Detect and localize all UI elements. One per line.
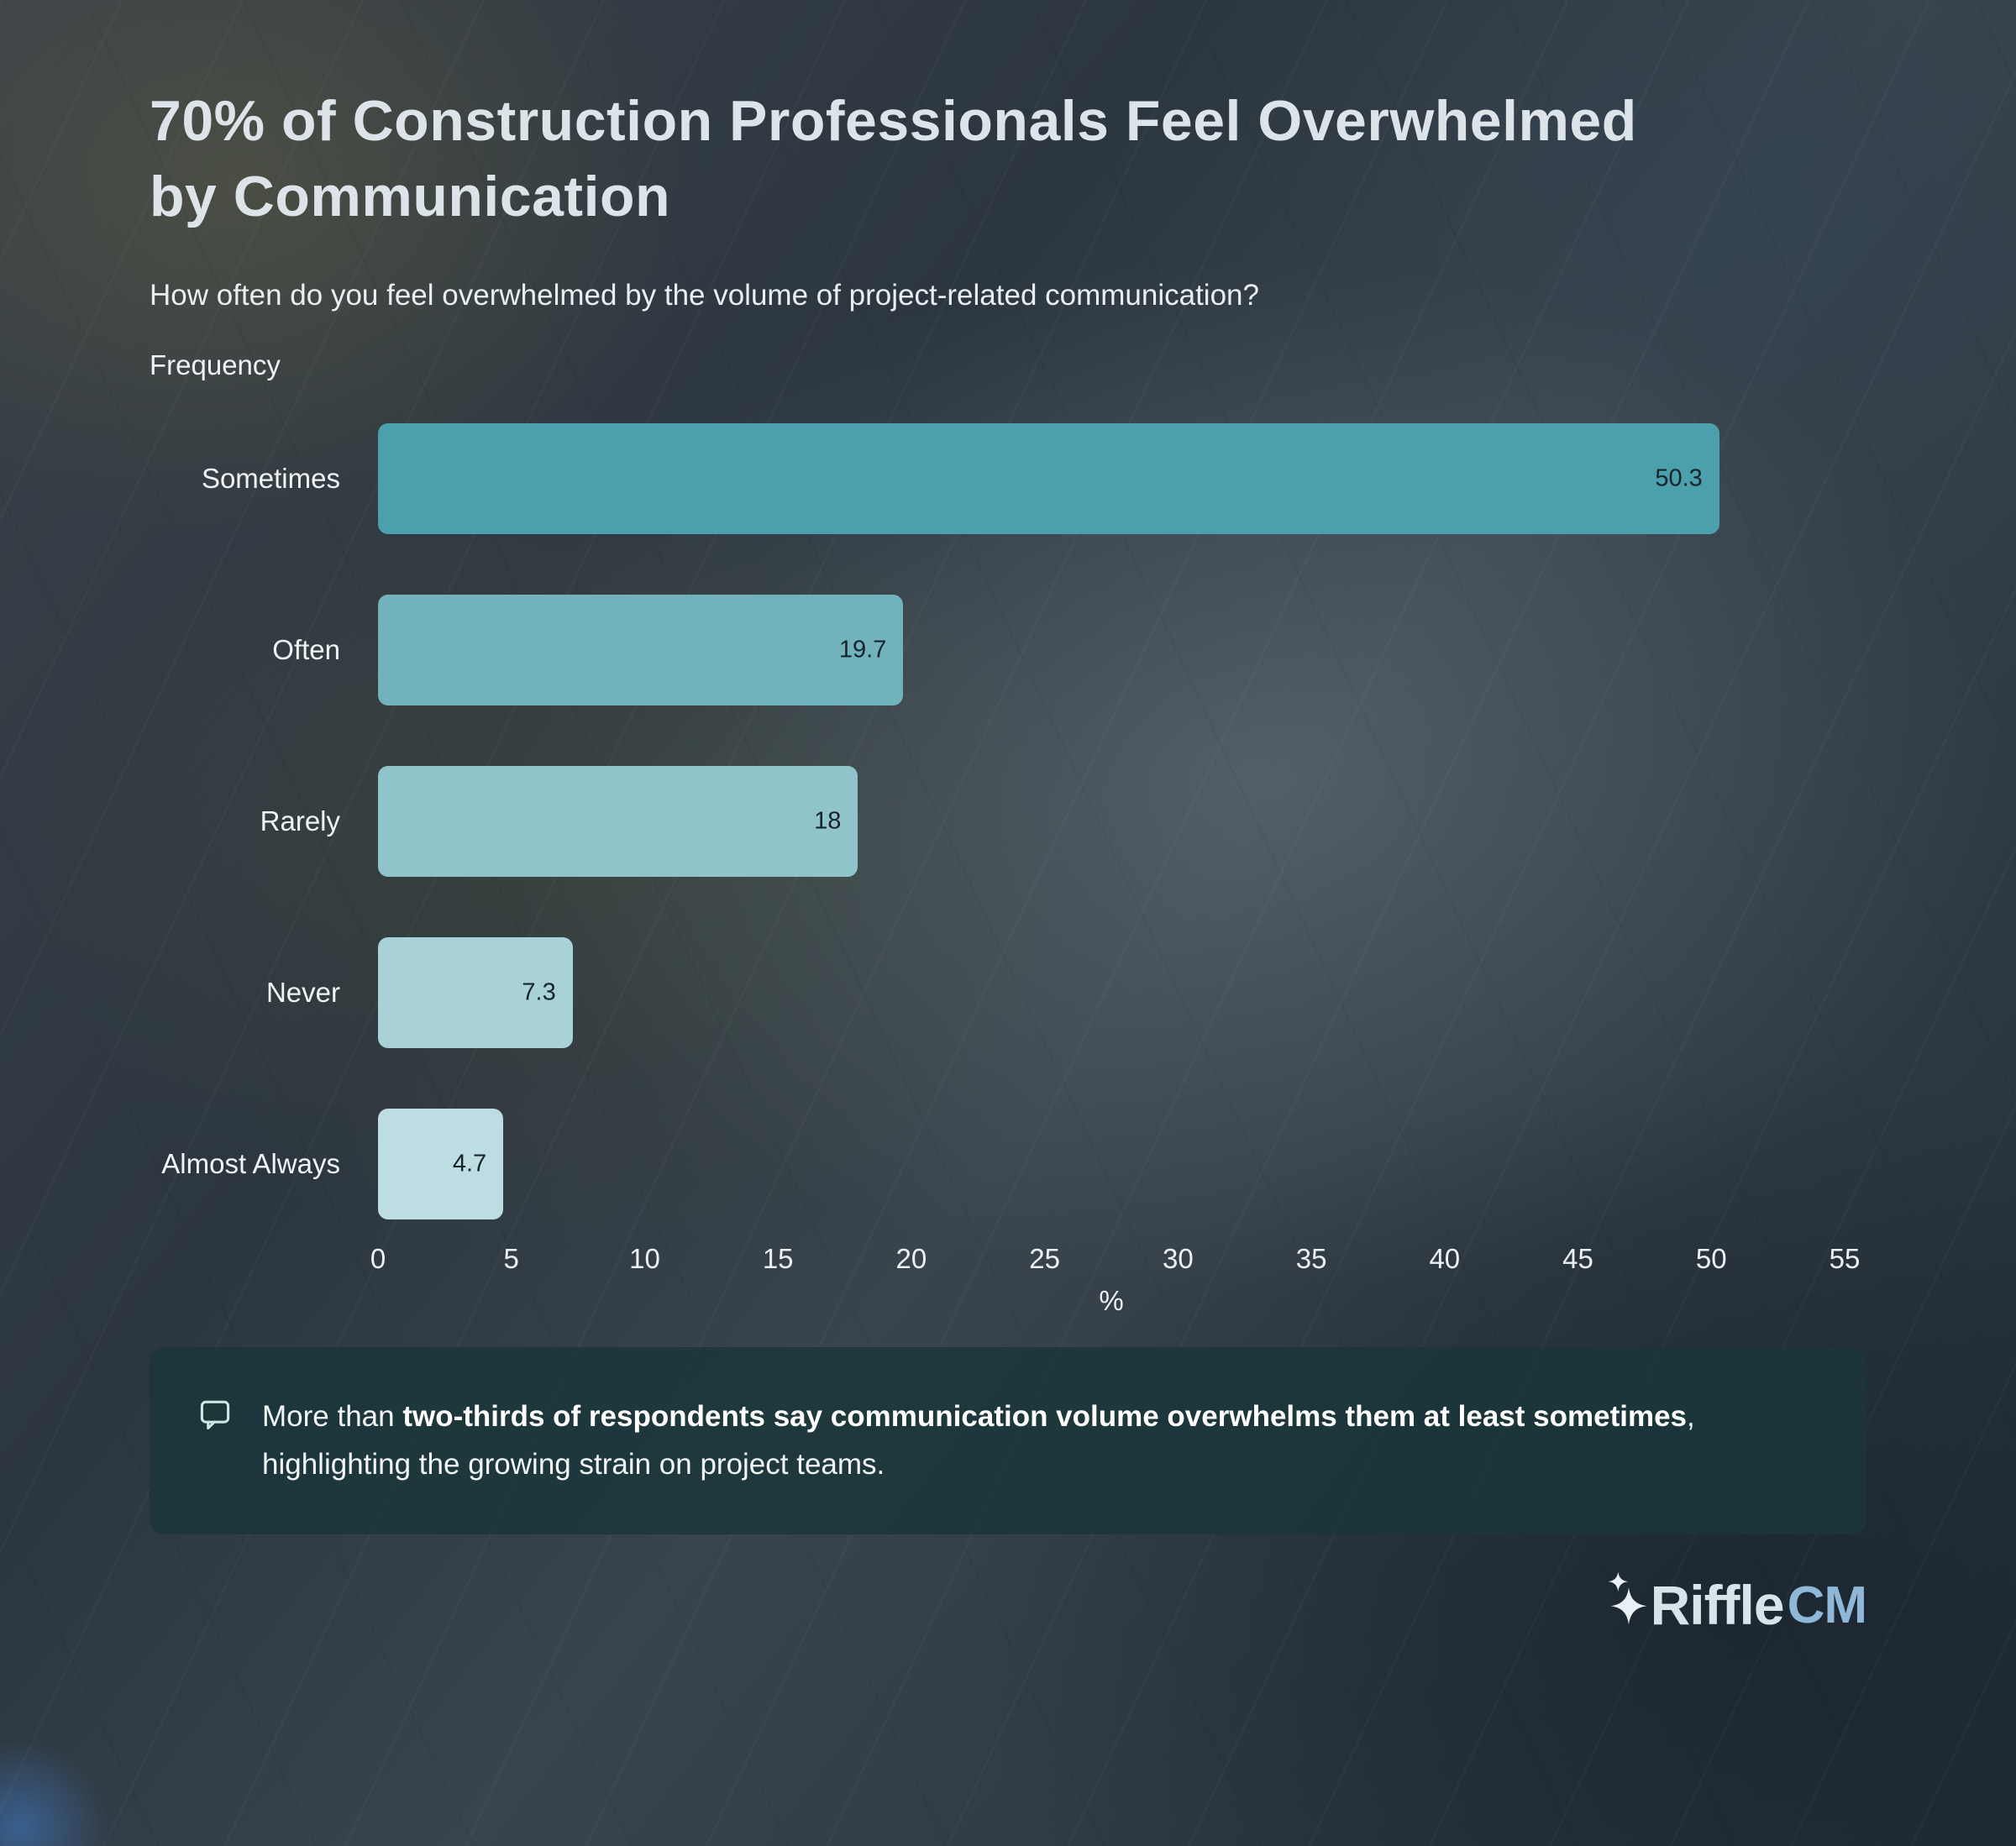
callout: More than two-thirds of respondents say …	[150, 1346, 1866, 1534]
x-axis-ticks: 0 5 10 15 20 25 30 35 40 45 50 55	[370, 1242, 1861, 1278]
logo: Riffle CM	[150, 1571, 1867, 1637]
x-tick-label: 55	[1829, 1242, 1861, 1274]
x-tick-label: 25	[1029, 1242, 1060, 1274]
callout-bold: two-thirds of respondents say communicat…	[402, 1399, 1688, 1433]
page-title: 70% of Construction Professionals Feel O…	[150, 89, 1637, 228]
bar-chart: Sometimes 50.3 Often 19.7 Rarely 18 Never 7.3 Al…	[150, 422, 1866, 1317]
bar-value-label: 4.7	[452, 1150, 487, 1177]
bar-row: Sometimes 50.3	[150, 422, 1866, 534]
callout-suffix: , highlighting the growing strain on pro…	[262, 1399, 1695, 1482]
callout-prefix: More than	[262, 1399, 403, 1433]
x-tick-label: 20	[895, 1242, 927, 1274]
x-tick-label: 30	[1163, 1242, 1194, 1274]
bar-track: 19.7	[378, 594, 1845, 705]
logo-word: Riffle	[1650, 1574, 1785, 1636]
bar-value-label: 50.3	[1655, 464, 1703, 491]
bar-row: Often 19.7	[150, 594, 1866, 705]
bar-row: Almost Always 4.7	[150, 1108, 1866, 1219]
bar: 50.3	[378, 422, 1719, 534]
bar-track: 4.7	[378, 1108, 1845, 1219]
bar: 4.7	[378, 1108, 504, 1219]
bar-value-label: 19.7	[838, 636, 887, 663]
x-tick-label: 5	[503, 1242, 519, 1274]
bar-rows: Sometimes 50.3 Often 19.7 Rarely 18 Never 7.3 Al…	[150, 422, 1866, 1219]
x-tick-label: 0	[370, 1242, 386, 1274]
category-label: Almost Always	[161, 1147, 340, 1179]
x-tick-label: 15	[762, 1242, 794, 1274]
category-label: Sometimes	[201, 462, 340, 494]
bar-track: 7.3	[378, 936, 1845, 1048]
bar-value-label: 18	[814, 807, 842, 834]
x-tick-label: 40	[1429, 1242, 1461, 1274]
bar-track: 50.3	[378, 422, 1845, 534]
logo-suffix: CM	[1787, 1576, 1867, 1634]
x-axis: 0 5 10 15 20 25 30 35 40 45 50 55 %	[150, 1243, 1866, 1317]
sparkle-icon	[1602, 1567, 1656, 1631]
infographic: 70% of Construction Professionals Feel O…	[150, 89, 1867, 1637]
bar: 18	[378, 765, 858, 877]
callout-text: More than two-thirds of respondents say …	[262, 1392, 1819, 1490]
x-tick-label: 45	[1562, 1242, 1593, 1274]
bar-value-label: 7.3	[522, 978, 556, 1005]
category-label: Often	[272, 633, 340, 665]
bar: 7.3	[378, 936, 573, 1048]
x-axis-unit-label: %	[1099, 1284, 1124, 1316]
survey-question: How often do you feel overwhelmed by the…	[150, 278, 1259, 312]
bar-track: 18	[378, 765, 1845, 877]
y-axis-title: Frequency	[150, 349, 281, 380]
category-label: Rarely	[260, 805, 340, 836]
x-tick-label: 35	[1295, 1242, 1327, 1274]
bar-row: Rarely 18	[150, 765, 1866, 877]
x-tick-label: 50	[1695, 1242, 1727, 1274]
x-tick-label: 10	[629, 1242, 660, 1274]
category-label: Never	[265, 976, 340, 1008]
quote-icon	[197, 1396, 234, 1433]
bar: 19.7	[378, 594, 904, 705]
bar-row: Never 7.3	[150, 936, 1866, 1048]
